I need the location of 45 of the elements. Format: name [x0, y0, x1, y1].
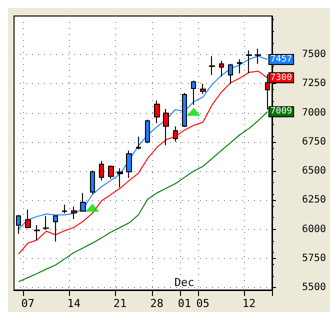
- candlestick: [209, 56, 215, 76]
- candlestick: [43, 215, 49, 230]
- x-tick-label: 01: [178, 297, 192, 310]
- y-tick-label: 5500: [302, 282, 326, 294]
- candlestick: [163, 108, 169, 146]
- y-tick-label: 6500: [302, 166, 326, 177]
- candlestick: [173, 126, 178, 142]
- data-label: 7009: [270, 106, 292, 117]
- candlestick: [200, 83, 206, 94]
- candlestick: [80, 192, 86, 212]
- data-label: 7457: [270, 54, 292, 64]
- candlestick: [136, 136, 141, 150]
- candlestick: [25, 209, 31, 229]
- data-label: 7300: [270, 72, 292, 83]
- candlestick: [191, 80, 196, 106]
- candlestick: [117, 168, 123, 188]
- y-tick-label: 6750: [302, 136, 326, 148]
- y-tick-label: 7250: [302, 78, 326, 90]
- x-tick-label: 28: [150, 297, 164, 310]
- candlestick: [228, 63, 233, 84]
- y-tick-label: 6250: [302, 194, 326, 206]
- y-tick-label: 7500: [302, 48, 326, 60]
- candlestick: [246, 50, 252, 74]
- candlestick: [90, 170, 95, 194]
- x-tick-label: 07: [21, 297, 34, 310]
- candlestick: [145, 119, 150, 144]
- y-tick-label: 5750: [302, 253, 326, 264]
- candlestick: [108, 164, 114, 180]
- candlestick: [154, 100, 160, 124]
- candlestick: [255, 48, 261, 64]
- candlestick: [62, 204, 67, 214]
- x-tick-label: 05: [196, 297, 210, 310]
- x-tick-label: 14: [67, 297, 81, 310]
- x-tick-label: 21: [113, 297, 127, 310]
- candlestick: [237, 58, 242, 74]
- y-tick-label: 6000: [302, 224, 326, 235]
- candlestick: [99, 160, 104, 182]
- candlestick: [34, 224, 40, 240]
- candlestick: [126, 150, 132, 178]
- candlestick: [71, 206, 77, 220]
- candlestick: [219, 60, 224, 78]
- annotation: Dec: [174, 276, 194, 289]
- x-tick-label: 12: [242, 297, 256, 310]
- y-tick-label: 7000: [302, 107, 326, 118]
- candlestick: [182, 92, 187, 128]
